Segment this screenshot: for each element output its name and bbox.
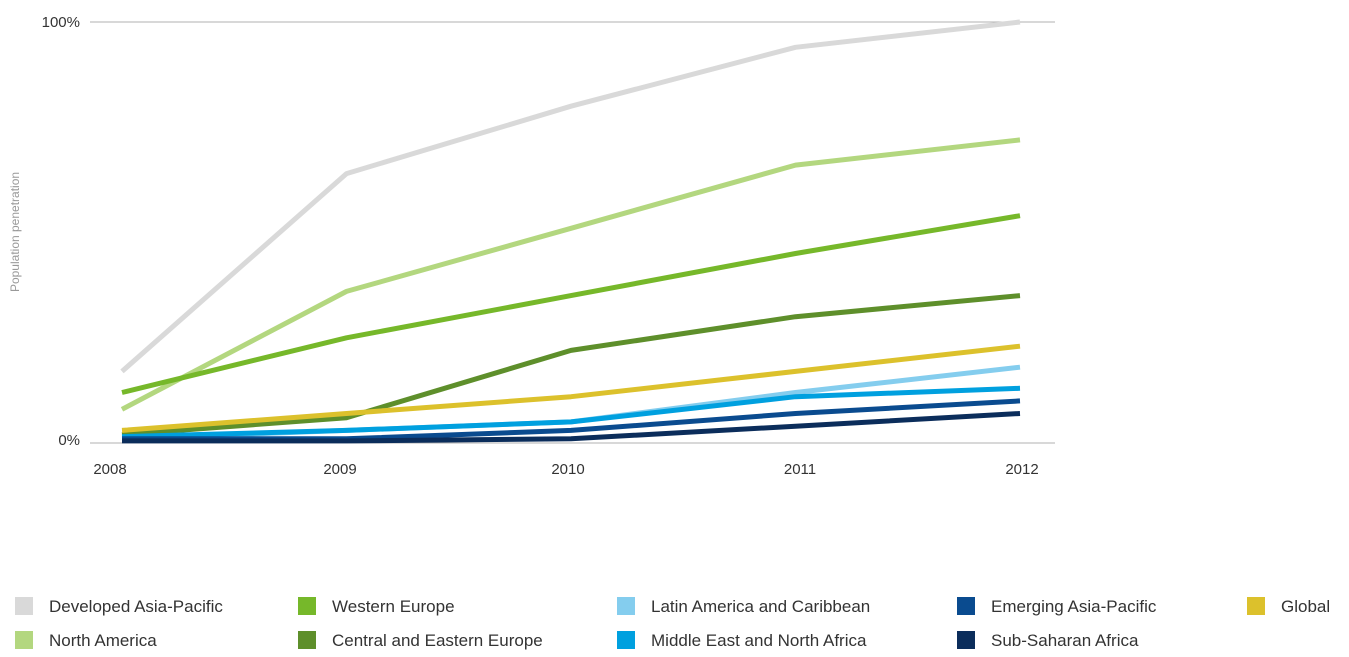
legend-swatch-north-america bbox=[15, 631, 33, 649]
legend-swatch-developed-asia-pacific bbox=[15, 597, 33, 615]
legend-label-global: Global bbox=[1281, 597, 1330, 616]
series-line-middle-east-and-north-africa bbox=[121, 385, 1021, 440]
legend-label-middle-east-and-north-africa: Middle East and North Africa bbox=[651, 631, 867, 650]
series-line-central-and-eastern-europe bbox=[121, 293, 1021, 438]
y-tick-label: 0% bbox=[58, 432, 80, 449]
y-axis-title: Population penetration bbox=[8, 172, 22, 292]
legend-swatch-latin-america-and-caribbean bbox=[617, 597, 635, 615]
legend-label-north-america: North America bbox=[49, 631, 157, 650]
series-line-global bbox=[121, 343, 1021, 433]
legend-label-central-and-eastern-europe: Central and Eastern Europe bbox=[332, 631, 543, 650]
x-tick-label: 2012 bbox=[1005, 461, 1038, 478]
series-layer bbox=[120, 19, 1021, 444]
series-line-sub-saharan-africa bbox=[122, 411, 1021, 444]
legend-label-sub-saharan-africa: Sub-Saharan Africa bbox=[991, 631, 1139, 650]
axis-layer: 100% 0% 2008 2009 2010 2011 2012 Population pen… bbox=[8, 14, 1039, 478]
legend-swatch-central-and-eastern-europe bbox=[298, 631, 316, 649]
x-tick-label: 2011 bbox=[784, 461, 816, 478]
legend-label-emerging-asia-pacific: Emerging Asia-Pacific bbox=[991, 597, 1157, 616]
legend-label-latin-america-and-caribbean: Latin America and Caribbean bbox=[651, 597, 870, 616]
legend-swatch-emerging-asia-pacific bbox=[957, 597, 975, 615]
legend-swatch-global bbox=[1247, 597, 1265, 615]
legend-label-developed-asia-pacific: Developed Asia-Pacific bbox=[49, 597, 223, 616]
series-line-north-america bbox=[120, 137, 1021, 412]
legend-swatch-sub-saharan-africa bbox=[957, 631, 975, 649]
legend-swatch-western-europe bbox=[298, 597, 316, 615]
legend-swatch-middle-east-and-north-africa bbox=[617, 631, 635, 649]
series-line-western-europe bbox=[121, 213, 1021, 395]
y-tick-label: 100% bbox=[42, 14, 80, 31]
legend: Developed Asia-Pacific Western Europe Lati… bbox=[15, 597, 1330, 650]
x-tick-label: 2010 bbox=[551, 461, 584, 478]
series-line-developed-asia-pacific bbox=[120, 19, 1021, 374]
x-tick-label: 2009 bbox=[323, 461, 356, 478]
x-tick-label: 2008 bbox=[93, 461, 126, 478]
legend-label-western-europe: Western Europe bbox=[332, 597, 455, 616]
